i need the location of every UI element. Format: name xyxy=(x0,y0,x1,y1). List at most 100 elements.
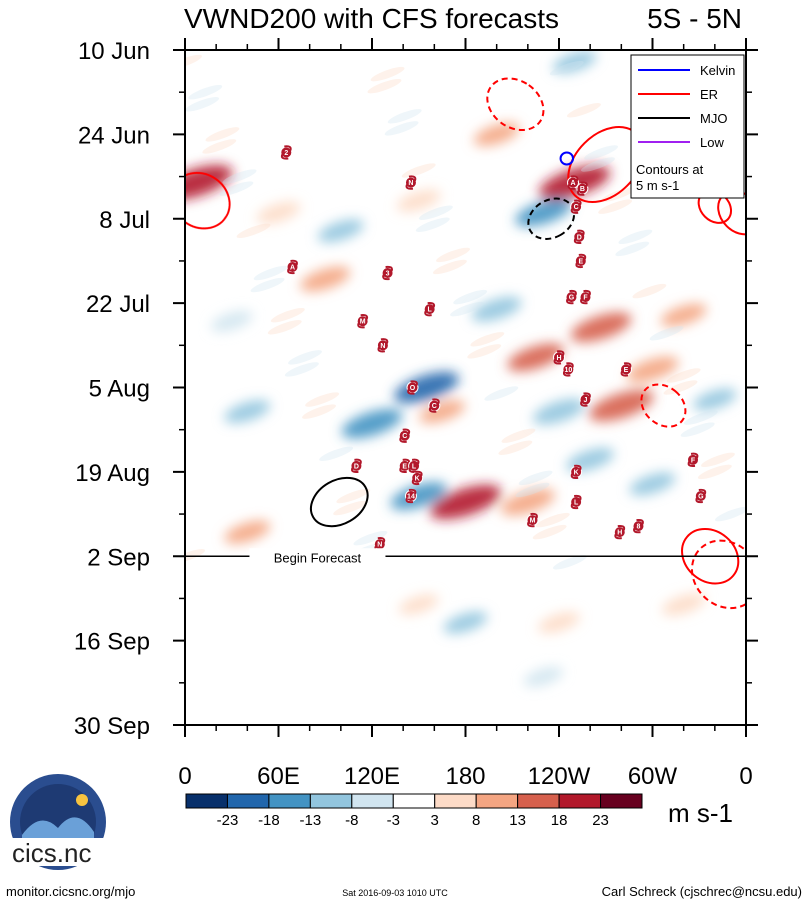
wave-contour-er xyxy=(640,383,687,428)
storm-arm xyxy=(385,265,393,272)
storm-marker: 2 xyxy=(280,145,293,160)
anomaly-blob xyxy=(473,122,520,146)
storm-arm xyxy=(432,398,440,404)
storm-arm xyxy=(287,268,295,275)
storm-arm xyxy=(354,458,362,465)
wave-contour-er xyxy=(681,528,740,585)
anomaly-blob xyxy=(443,611,488,634)
storm-arm xyxy=(578,253,587,260)
y-tick-label: 2 Sep xyxy=(87,544,150,571)
y-tick-label: 19 Aug xyxy=(75,460,150,487)
storm-arm xyxy=(580,181,588,187)
anomaly-streak xyxy=(498,440,533,455)
storm-label: A xyxy=(570,180,575,187)
storm-arm xyxy=(573,238,582,244)
anomaly-blob xyxy=(429,484,502,520)
storm-arm xyxy=(290,259,298,266)
anomaly-streak xyxy=(418,205,453,220)
anomaly-streak xyxy=(518,470,553,486)
storm-marker: E xyxy=(620,362,633,377)
storm-arm xyxy=(280,154,289,160)
anomaly-streak xyxy=(370,66,405,82)
storm-arm xyxy=(620,371,629,377)
forecast-label-bg xyxy=(249,548,386,565)
storm-label: E xyxy=(624,367,629,374)
colorbar-label: -13 xyxy=(300,812,322,829)
anomaly-field xyxy=(185,51,746,687)
storm-marker: O xyxy=(406,380,419,395)
storm-arm xyxy=(636,518,644,525)
anomaly-streak xyxy=(501,428,536,443)
storm-label: C xyxy=(402,433,407,440)
y-tick-label: 22 Jul xyxy=(86,291,150,318)
anomaly-streak xyxy=(663,380,698,395)
anomaly-streak xyxy=(715,506,746,522)
anomaly-streak xyxy=(680,422,715,437)
x-tick-label: 180 xyxy=(445,763,485,790)
anomaly-blob xyxy=(661,593,706,616)
storm-marker: N xyxy=(376,338,389,353)
anomaly-streak xyxy=(288,350,322,365)
legend-label: Kelvin xyxy=(700,63,735,78)
storm-arm xyxy=(583,289,591,296)
anomaly-streak xyxy=(453,289,488,305)
y-tick-label: 24 Jun xyxy=(78,122,150,149)
storm-marker: H xyxy=(553,350,565,365)
anomaly-blob xyxy=(185,165,233,201)
storm-label: D xyxy=(577,234,582,241)
colorbar-label: 8 xyxy=(472,812,480,829)
anomaly-streak xyxy=(384,121,419,136)
anomaly-streak xyxy=(615,241,650,257)
anomaly-streak xyxy=(549,60,584,76)
legend-note-2: 5 m s-1 xyxy=(636,178,679,193)
wave-contour-er xyxy=(486,77,545,132)
storm-marker: D xyxy=(350,458,363,474)
storm-marker: C xyxy=(570,199,583,214)
storm-label: E xyxy=(402,463,407,470)
cics-logo: cics.nc xyxy=(10,774,106,870)
storm-label: D xyxy=(354,463,359,470)
storm-marker: 3 xyxy=(381,265,394,281)
storm-label: 2 xyxy=(284,150,288,157)
colorbar-bin xyxy=(226,793,270,809)
storm-marker: C xyxy=(428,398,441,413)
storm-marker: F xyxy=(687,452,700,467)
storm-arm xyxy=(380,338,389,344)
storm-arm xyxy=(407,389,415,395)
anomaly-blob xyxy=(471,296,522,322)
storm-label: N xyxy=(377,542,382,549)
storm-arm xyxy=(574,464,582,471)
anomaly-streak xyxy=(333,500,368,516)
storm-arm xyxy=(408,488,417,495)
storm-arm xyxy=(580,401,588,407)
anomaly-streak xyxy=(436,247,471,263)
storm-marker: A xyxy=(286,259,299,275)
y-tick-label: 16 Sep xyxy=(74,629,150,656)
colorbar-label: 13 xyxy=(509,812,526,829)
storm-arm xyxy=(633,527,641,534)
storm-marker: L xyxy=(570,494,583,510)
colorbar-label: -8 xyxy=(345,812,358,829)
storm-label: C xyxy=(574,204,579,211)
anomaly-streak xyxy=(353,530,388,546)
storm-label: N xyxy=(408,180,413,187)
anomaly-streak xyxy=(697,464,732,480)
anomaly-streak xyxy=(632,283,667,299)
anomaly-blob xyxy=(396,189,441,212)
colorbar-bin xyxy=(185,793,228,809)
storm-arm xyxy=(284,145,292,151)
colorbar-bin xyxy=(600,793,643,809)
storm-arm xyxy=(399,437,407,443)
storm-label: H xyxy=(556,355,561,362)
anomaly-blob xyxy=(394,371,459,404)
storm-label: L xyxy=(412,463,417,470)
x-tick-labels: 0 60E 120E 180 120W 60W 0 xyxy=(178,763,752,790)
anomaly-streak xyxy=(484,386,519,401)
colorbar-bin xyxy=(351,793,394,809)
anomaly-blob xyxy=(390,482,447,510)
chart-region: 5S - 5N xyxy=(647,3,742,34)
anomaly-blob xyxy=(300,266,351,292)
storm-arm xyxy=(411,458,420,465)
storm-label: G xyxy=(569,295,575,302)
colorbar-label: 3 xyxy=(431,812,439,829)
